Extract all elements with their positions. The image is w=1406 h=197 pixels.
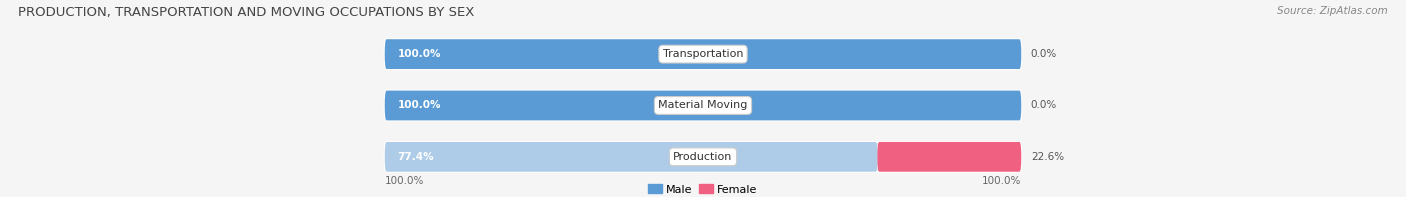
Text: 100.0%: 100.0%: [981, 177, 1021, 187]
Text: PRODUCTION, TRANSPORTATION AND MOVING OCCUPATIONS BY SEX: PRODUCTION, TRANSPORTATION AND MOVING OC…: [18, 6, 475, 19]
Text: 77.4%: 77.4%: [398, 152, 434, 162]
Text: 22.6%: 22.6%: [1031, 152, 1064, 162]
FancyBboxPatch shape: [385, 142, 1021, 172]
Text: Source: ZipAtlas.com: Source: ZipAtlas.com: [1277, 6, 1388, 16]
FancyBboxPatch shape: [385, 142, 877, 172]
FancyBboxPatch shape: [385, 91, 1021, 120]
Text: Material Moving: Material Moving: [658, 100, 748, 111]
Text: 100.0%: 100.0%: [398, 49, 441, 59]
Text: 100.0%: 100.0%: [398, 100, 441, 111]
Text: 0.0%: 0.0%: [1031, 49, 1057, 59]
Text: Production: Production: [673, 152, 733, 162]
FancyBboxPatch shape: [385, 91, 1021, 120]
FancyBboxPatch shape: [385, 39, 1021, 69]
Text: 0.0%: 0.0%: [1031, 100, 1057, 111]
Text: 100.0%: 100.0%: [385, 177, 425, 187]
FancyBboxPatch shape: [877, 142, 1021, 172]
Legend: Male, Female: Male, Female: [647, 182, 759, 197]
FancyBboxPatch shape: [385, 39, 1021, 69]
Text: Transportation: Transportation: [662, 49, 744, 59]
